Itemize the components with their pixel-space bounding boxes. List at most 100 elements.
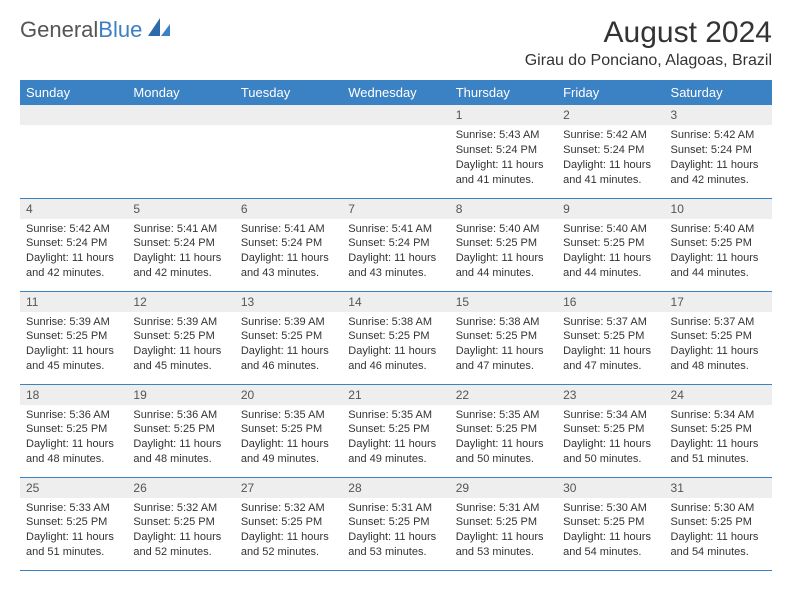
day-details: Sunrise: 5:30 AMSunset: 5:25 PMDaylight:…	[665, 498, 772, 564]
sunset-text: Sunset: 5:25 PM	[563, 515, 658, 530]
day-details: Sunrise: 5:38 AMSunset: 5:25 PMDaylight:…	[342, 312, 449, 378]
calendar-day-cell: 15Sunrise: 5:38 AMSunset: 5:25 PMDayligh…	[450, 291, 557, 384]
calendar-page: GeneralBlue August 2024 Girau do Poncian…	[0, 0, 792, 612]
day-details: Sunrise: 5:32 AMSunset: 5:25 PMDaylight:…	[235, 498, 342, 564]
calendar-day-cell: 1Sunrise: 5:43 AMSunset: 5:24 PMDaylight…	[450, 105, 557, 198]
daylight-text: Daylight: 11 hours and 46 minutes.	[241, 344, 336, 374]
day-details	[235, 125, 342, 132]
day-number	[235, 105, 342, 125]
sunset-text: Sunset: 5:24 PM	[241, 236, 336, 251]
daylight-text: Daylight: 11 hours and 47 minutes.	[563, 344, 658, 374]
sunset-text: Sunset: 5:25 PM	[348, 329, 443, 344]
sunrise-text: Sunrise: 5:42 AM	[26, 222, 121, 237]
day-number: 13	[235, 292, 342, 312]
calendar-day-cell: 13Sunrise: 5:39 AMSunset: 5:25 PMDayligh…	[235, 291, 342, 384]
sunset-text: Sunset: 5:25 PM	[133, 515, 228, 530]
day-details	[127, 125, 234, 132]
daylight-text: Daylight: 11 hours and 45 minutes.	[133, 344, 228, 374]
day-number: 7	[342, 199, 449, 219]
daylight-text: Daylight: 11 hours and 51 minutes.	[26, 530, 121, 560]
calendar-day-cell	[235, 105, 342, 198]
daylight-text: Daylight: 11 hours and 42 minutes.	[133, 251, 228, 281]
day-number: 3	[665, 105, 772, 125]
sunrise-text: Sunrise: 5:35 AM	[241, 408, 336, 423]
calendar-week-row: 1Sunrise: 5:43 AMSunset: 5:24 PMDaylight…	[20, 105, 772, 198]
daylight-text: Daylight: 11 hours and 53 minutes.	[348, 530, 443, 560]
daylight-text: Daylight: 11 hours and 48 minutes.	[133, 437, 228, 467]
day-details: Sunrise: 5:41 AMSunset: 5:24 PMDaylight:…	[127, 219, 234, 285]
day-details	[342, 125, 449, 132]
sail-icon	[146, 16, 172, 43]
calendar-day-cell: 8Sunrise: 5:40 AMSunset: 5:25 PMDaylight…	[450, 198, 557, 291]
sunrise-text: Sunrise: 5:39 AM	[133, 315, 228, 330]
calendar-day-cell: 31Sunrise: 5:30 AMSunset: 5:25 PMDayligh…	[665, 477, 772, 570]
day-number: 1	[450, 105, 557, 125]
sunrise-text: Sunrise: 5:35 AM	[456, 408, 551, 423]
day-details: Sunrise: 5:34 AMSunset: 5:25 PMDaylight:…	[665, 405, 772, 471]
day-number: 11	[20, 292, 127, 312]
daylight-text: Daylight: 11 hours and 53 minutes.	[456, 530, 551, 560]
day-details: Sunrise: 5:40 AMSunset: 5:25 PMDaylight:…	[557, 219, 664, 285]
day-details: Sunrise: 5:39 AMSunset: 5:25 PMDaylight:…	[235, 312, 342, 378]
page-header: GeneralBlue August 2024 Girau do Poncian…	[20, 16, 772, 70]
brand-part1: General	[20, 17, 98, 42]
day-number: 29	[450, 478, 557, 498]
calendar-day-cell: 16Sunrise: 5:37 AMSunset: 5:25 PMDayligh…	[557, 291, 664, 384]
day-number: 12	[127, 292, 234, 312]
calendar-week-row: 4Sunrise: 5:42 AMSunset: 5:24 PMDaylight…	[20, 198, 772, 291]
day-number: 9	[557, 199, 664, 219]
sunset-text: Sunset: 5:25 PM	[26, 329, 121, 344]
sunrise-text: Sunrise: 5:32 AM	[133, 501, 228, 516]
day-number: 4	[20, 199, 127, 219]
daylight-text: Daylight: 11 hours and 45 minutes.	[26, 344, 121, 374]
day-details: Sunrise: 5:34 AMSunset: 5:25 PMDaylight:…	[557, 405, 664, 471]
daylight-text: Daylight: 11 hours and 41 minutes.	[563, 158, 658, 188]
sunrise-text: Sunrise: 5:40 AM	[563, 222, 658, 237]
calendar-day-cell: 14Sunrise: 5:38 AMSunset: 5:25 PMDayligh…	[342, 291, 449, 384]
sunset-text: Sunset: 5:25 PM	[671, 515, 766, 530]
sunrise-text: Sunrise: 5:30 AM	[671, 501, 766, 516]
sunset-text: Sunset: 5:25 PM	[671, 422, 766, 437]
sunset-text: Sunset: 5:25 PM	[671, 236, 766, 251]
sunrise-text: Sunrise: 5:39 AM	[241, 315, 336, 330]
sunset-text: Sunset: 5:25 PM	[563, 329, 658, 344]
calendar-week-row: 11Sunrise: 5:39 AMSunset: 5:25 PMDayligh…	[20, 291, 772, 384]
brand-logo: GeneralBlue	[20, 16, 172, 43]
day-details: Sunrise: 5:31 AMSunset: 5:25 PMDaylight:…	[450, 498, 557, 564]
day-number: 15	[450, 292, 557, 312]
calendar-day-cell: 21Sunrise: 5:35 AMSunset: 5:25 PMDayligh…	[342, 384, 449, 477]
day-details	[20, 125, 127, 132]
calendar-day-cell: 20Sunrise: 5:35 AMSunset: 5:25 PMDayligh…	[235, 384, 342, 477]
daylight-text: Daylight: 11 hours and 47 minutes.	[456, 344, 551, 374]
sunrise-text: Sunrise: 5:38 AM	[456, 315, 551, 330]
day-header-row: Sunday Monday Tuesday Wednesday Thursday…	[20, 80, 772, 105]
col-monday: Monday	[127, 80, 234, 105]
calendar-day-cell: 4Sunrise: 5:42 AMSunset: 5:24 PMDaylight…	[20, 198, 127, 291]
sunset-text: Sunset: 5:25 PM	[563, 236, 658, 251]
day-number: 6	[235, 199, 342, 219]
day-number: 18	[20, 385, 127, 405]
day-number: 19	[127, 385, 234, 405]
calendar-day-cell: 25Sunrise: 5:33 AMSunset: 5:25 PMDayligh…	[20, 477, 127, 570]
daylight-text: Daylight: 11 hours and 54 minutes.	[671, 530, 766, 560]
day-details: Sunrise: 5:42 AMSunset: 5:24 PMDaylight:…	[665, 125, 772, 191]
location-text: Girau do Ponciano, Alagoas, Brazil	[525, 52, 772, 70]
calendar-day-cell: 3Sunrise: 5:42 AMSunset: 5:24 PMDaylight…	[665, 105, 772, 198]
calendar-day-cell: 9Sunrise: 5:40 AMSunset: 5:25 PMDaylight…	[557, 198, 664, 291]
sunset-text: Sunset: 5:25 PM	[348, 422, 443, 437]
day-number: 17	[665, 292, 772, 312]
day-number: 5	[127, 199, 234, 219]
calendar-head: Sunday Monday Tuesday Wednesday Thursday…	[20, 80, 772, 105]
sunset-text: Sunset: 5:25 PM	[241, 515, 336, 530]
sunset-text: Sunset: 5:24 PM	[26, 236, 121, 251]
calendar-day-cell: 10Sunrise: 5:40 AMSunset: 5:25 PMDayligh…	[665, 198, 772, 291]
calendar-week-row: 25Sunrise: 5:33 AMSunset: 5:25 PMDayligh…	[20, 477, 772, 570]
sunrise-text: Sunrise: 5:35 AM	[348, 408, 443, 423]
sunset-text: Sunset: 5:25 PM	[563, 422, 658, 437]
day-details: Sunrise: 5:39 AMSunset: 5:25 PMDaylight:…	[127, 312, 234, 378]
calendar-day-cell: 18Sunrise: 5:36 AMSunset: 5:25 PMDayligh…	[20, 384, 127, 477]
day-details: Sunrise: 5:37 AMSunset: 5:25 PMDaylight:…	[557, 312, 664, 378]
sunset-text: Sunset: 5:24 PM	[133, 236, 228, 251]
col-sunday: Sunday	[20, 80, 127, 105]
calendar-day-cell: 2Sunrise: 5:42 AMSunset: 5:24 PMDaylight…	[557, 105, 664, 198]
